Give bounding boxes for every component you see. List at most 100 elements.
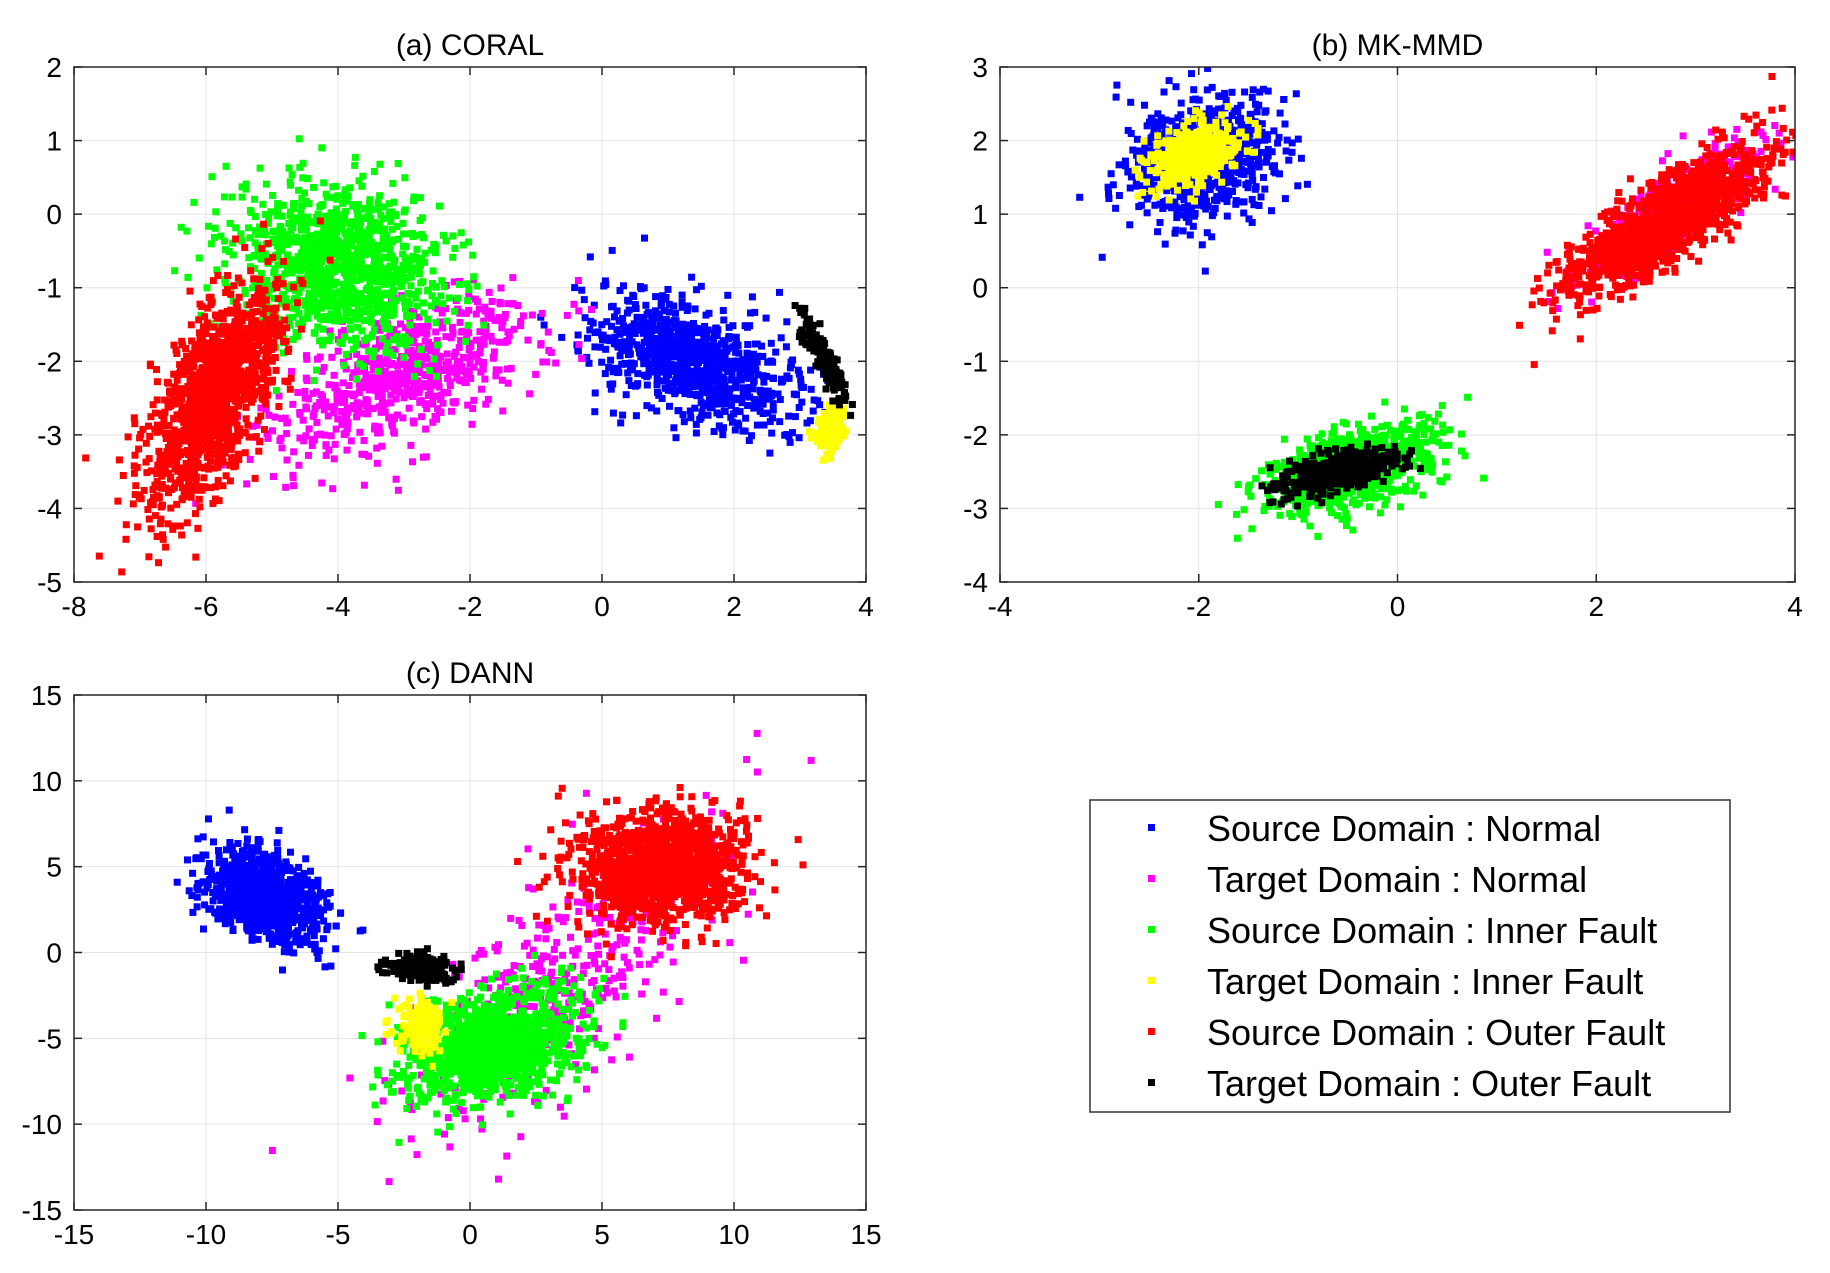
scatter-point bbox=[122, 535, 130, 543]
scatter-point bbox=[1124, 126, 1132, 134]
scatter-point bbox=[191, 343, 199, 351]
scatter-point bbox=[374, 367, 382, 375]
scatter-point bbox=[335, 389, 343, 397]
scatter-point bbox=[399, 230, 407, 238]
scatter-point bbox=[355, 389, 363, 396]
scatter-point bbox=[746, 365, 754, 373]
scatter-point bbox=[215, 369, 223, 377]
scatter-point bbox=[265, 411, 273, 419]
scatter-point bbox=[799, 383, 807, 391]
scatter-point bbox=[625, 343, 633, 351]
scatter-point bbox=[153, 470, 161, 478]
scatter-point bbox=[225, 330, 233, 338]
scatter-point bbox=[690, 320, 697, 327]
scatter-point bbox=[345, 219, 353, 227]
scatter-point bbox=[289, 336, 297, 343]
scatter-point bbox=[816, 320, 824, 328]
scatter-point bbox=[752, 366, 760, 374]
scatter-point bbox=[464, 280, 471, 288]
scatter-point bbox=[517, 322, 525, 330]
scatter-point bbox=[645, 360, 653, 368]
scatter-point bbox=[524, 336, 532, 344]
scatter-point bbox=[253, 322, 261, 330]
scatter-point bbox=[693, 392, 701, 400]
scatter-point bbox=[338, 222, 345, 230]
scatter-point bbox=[1151, 201, 1159, 209]
scatter-point bbox=[254, 334, 261, 342]
scatter-point bbox=[325, 287, 333, 295]
scatter-point bbox=[740, 385, 748, 393]
scatter-point bbox=[355, 177, 363, 185]
scatter-point bbox=[235, 353, 243, 361]
scatter-point bbox=[442, 237, 450, 245]
scatter-point bbox=[618, 360, 626, 368]
scatter-point bbox=[82, 454, 90, 462]
scatter-point bbox=[238, 317, 246, 325]
scatter-point bbox=[444, 389, 452, 397]
scatter-point bbox=[388, 294, 396, 302]
scatter-point bbox=[509, 274, 517, 282]
scatter-point bbox=[349, 273, 357, 281]
scatter-point bbox=[374, 286, 382, 294]
scatter-point bbox=[318, 144, 326, 152]
scatter-point bbox=[363, 410, 371, 418]
scatter-point bbox=[497, 284, 505, 292]
scatter-point bbox=[647, 404, 655, 412]
scatter-point bbox=[245, 386, 253, 394]
scatter-point bbox=[227, 306, 235, 314]
scatter-point bbox=[171, 383, 179, 391]
scatter-point bbox=[424, 287, 432, 295]
scatter-point bbox=[172, 479, 180, 487]
scatter-point bbox=[295, 320, 303, 328]
scatter-point bbox=[363, 384, 371, 392]
scatter-point bbox=[233, 421, 241, 429]
scatter-point bbox=[724, 359, 732, 367]
scatter-point bbox=[261, 250, 269, 258]
scatter-point bbox=[376, 295, 384, 303]
scatter-point bbox=[1235, 154, 1243, 162]
scatter-point bbox=[276, 239, 283, 247]
scatter-point bbox=[211, 385, 219, 393]
scatter-point bbox=[215, 429, 223, 437]
scatter-point bbox=[289, 313, 297, 321]
scatter-point bbox=[196, 446, 204, 454]
scatter-point bbox=[334, 415, 342, 423]
y-tick-label: -3 bbox=[37, 420, 62, 451]
scatter-point bbox=[331, 440, 339, 448]
scatter-point bbox=[378, 290, 386, 298]
y-tick-label: -5 bbox=[37, 567, 62, 598]
scatter-point bbox=[478, 385, 485, 393]
scatter-point bbox=[821, 340, 829, 347]
scatter-point bbox=[826, 358, 834, 366]
scatter-point bbox=[359, 362, 367, 370]
scatter-point bbox=[1213, 109, 1221, 117]
scatter-point bbox=[482, 400, 490, 408]
scatter-point bbox=[365, 285, 373, 293]
scatter-point bbox=[195, 316, 203, 324]
scatter-point bbox=[1189, 222, 1197, 230]
scatter-point bbox=[322, 398, 329, 406]
scatter-point bbox=[203, 323, 211, 331]
scatter-point bbox=[1179, 211, 1187, 219]
scatter-point bbox=[393, 223, 401, 231]
scatter-point bbox=[336, 288, 344, 296]
scatter-point bbox=[187, 456, 195, 464]
scatter-point bbox=[192, 553, 200, 561]
scatter-point bbox=[385, 200, 393, 208]
scatter-point bbox=[382, 346, 390, 354]
scatter-point bbox=[1255, 155, 1262, 163]
scatter-point bbox=[644, 309, 652, 317]
scatter-point bbox=[1255, 101, 1263, 109]
scatter-point bbox=[1160, 88, 1168, 96]
scatter-point bbox=[806, 322, 814, 329]
scatter-point bbox=[199, 389, 207, 397]
scatter-point bbox=[397, 280, 405, 288]
scatter-point bbox=[304, 395, 312, 403]
scatter-point bbox=[751, 308, 759, 316]
scatter-point bbox=[298, 226, 305, 234]
scatter-point bbox=[698, 379, 706, 387]
scatter-point bbox=[1211, 205, 1219, 212]
scatter-point bbox=[222, 359, 230, 367]
scatter-point bbox=[732, 383, 740, 391]
scatter-point bbox=[686, 390, 694, 398]
